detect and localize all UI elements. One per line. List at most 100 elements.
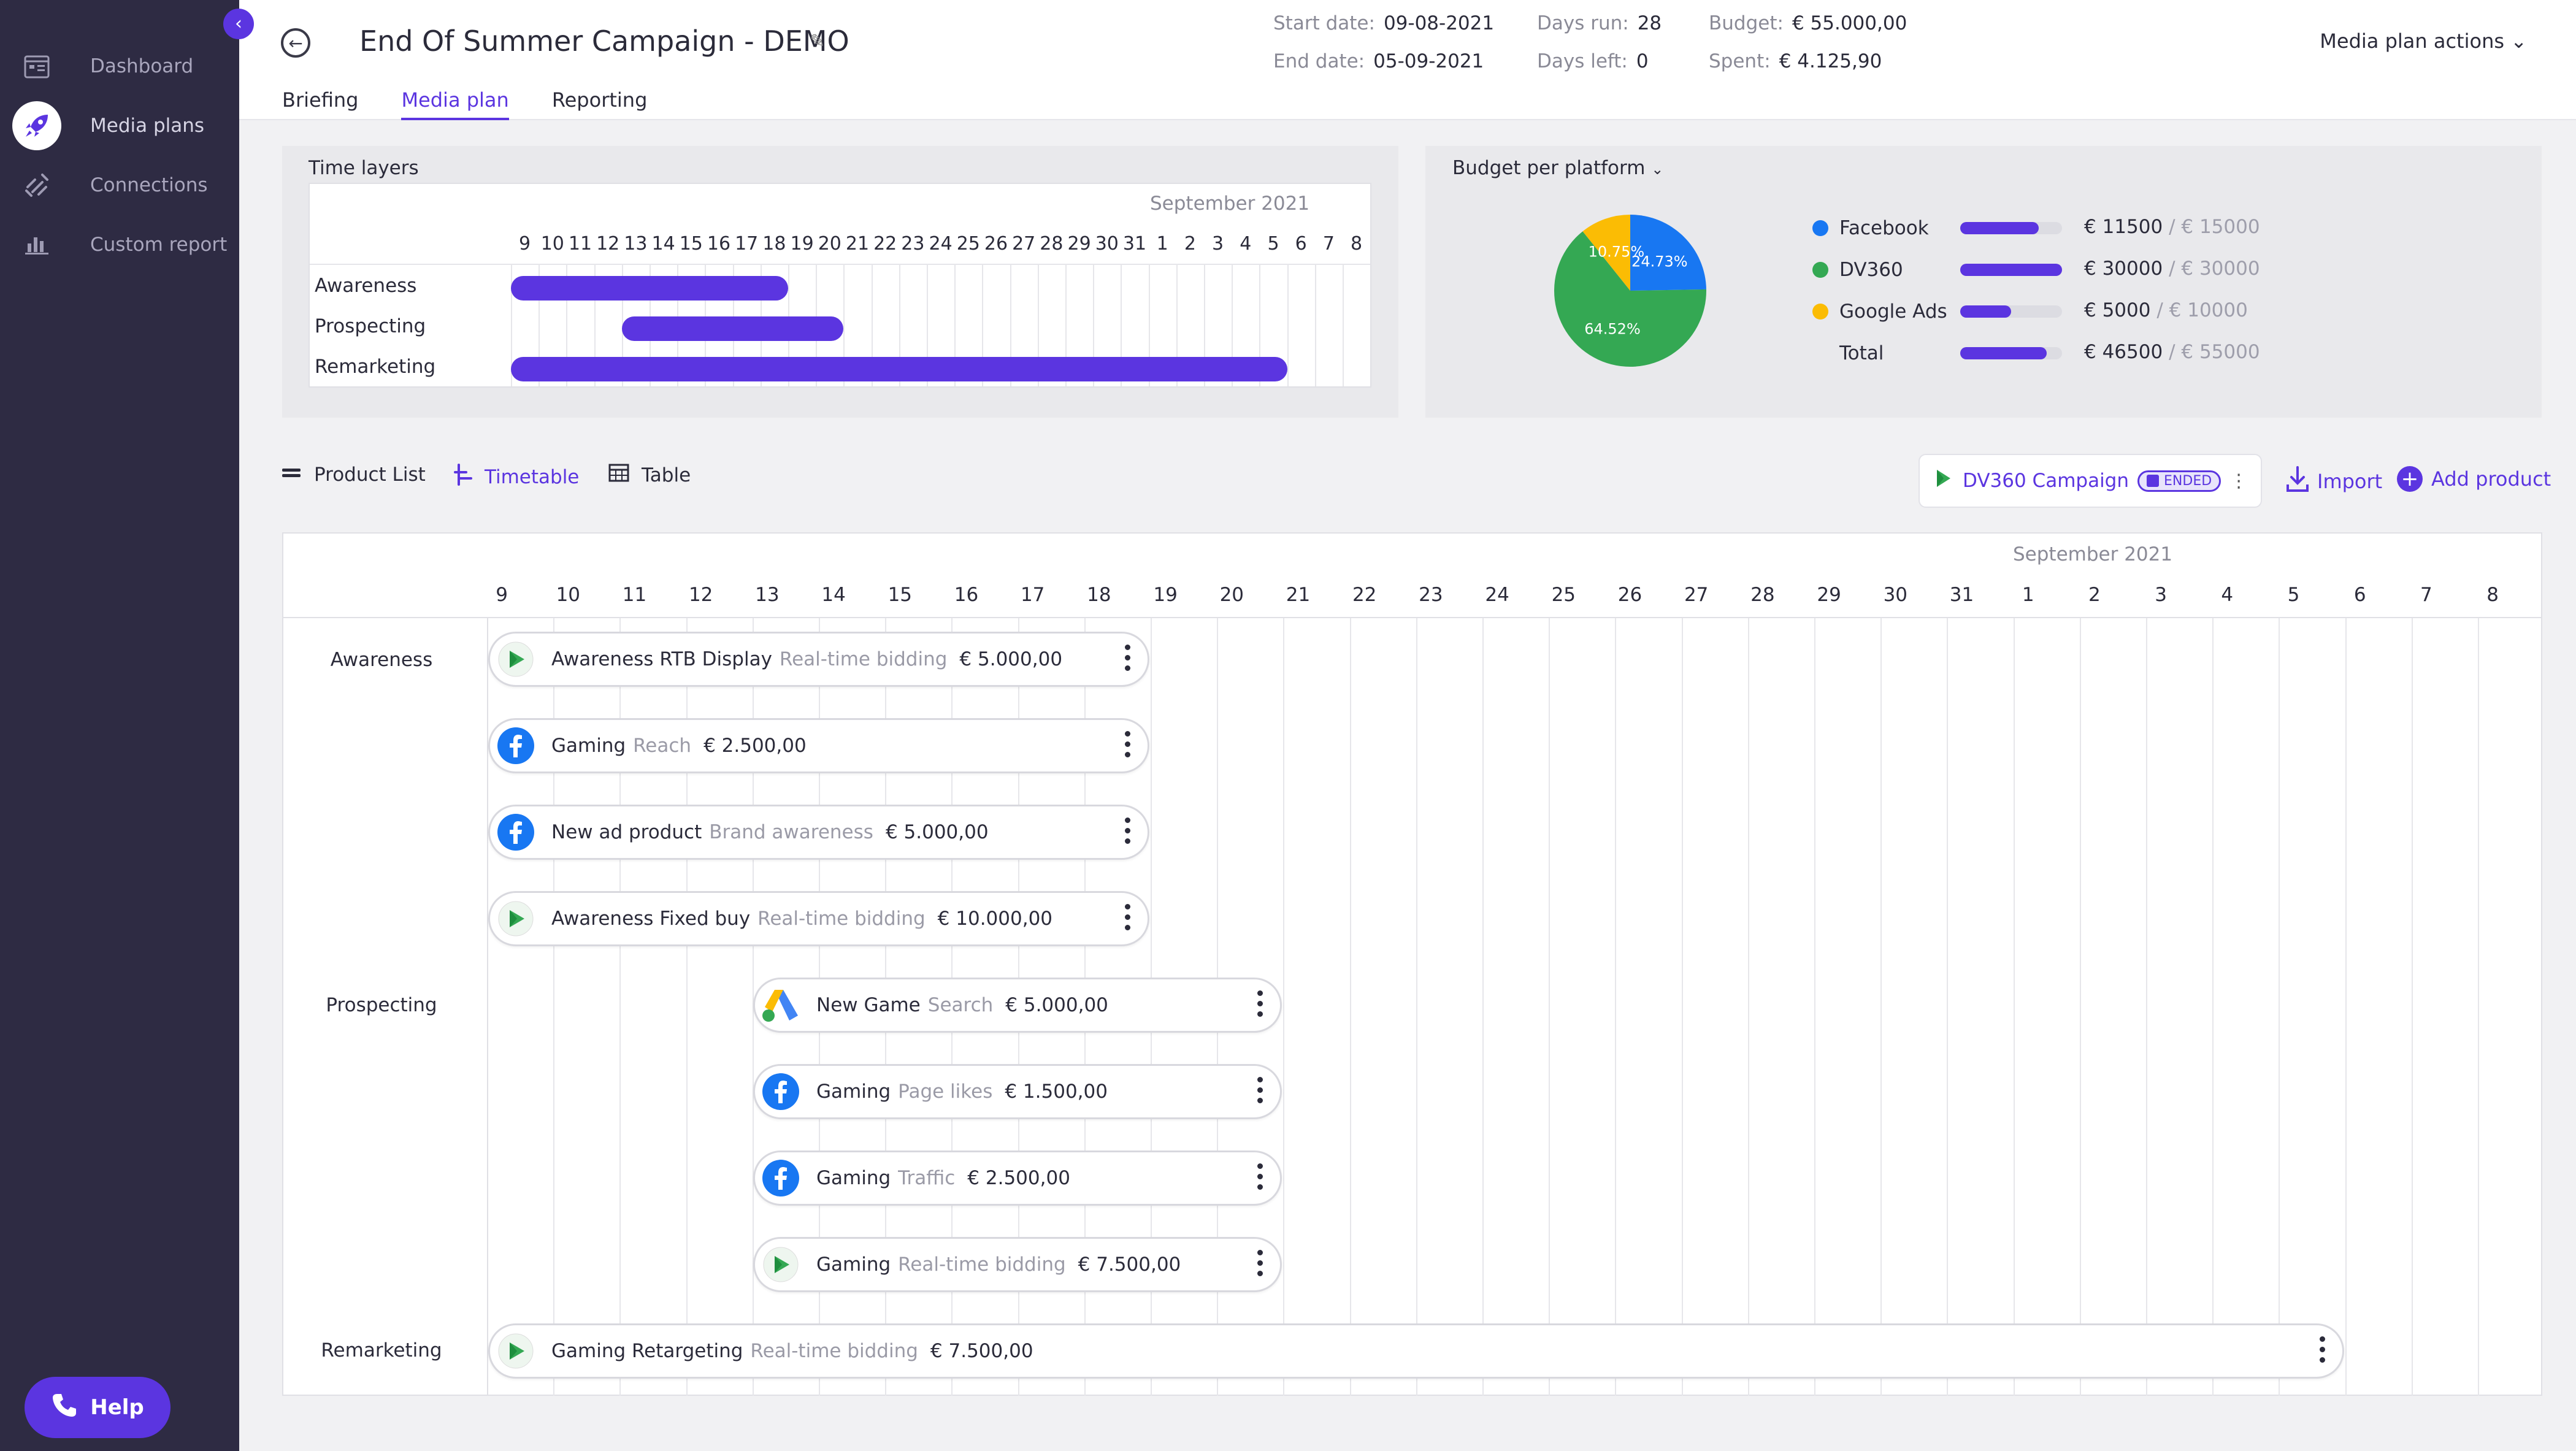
timetable-icon xyxy=(454,464,472,491)
sidebar-item-label: Connections xyxy=(90,174,208,196)
kebab-icon[interactable]: ⋮ xyxy=(2229,470,2248,492)
kebab-icon[interactable] xyxy=(1257,1250,1263,1276)
kebab-icon[interactable] xyxy=(2320,1336,2325,1363)
product-card[interactable]: Gaming Traffic € 2.500,00 xyxy=(753,1150,1282,1206)
sidebar-item-dashboard[interactable]: Dashboard xyxy=(0,42,239,91)
budget-dropdown[interactable]: Budget per platform ⌄ xyxy=(1452,157,1663,179)
gantt-day-label: 4 xyxy=(1240,233,1252,255)
gantt-bar[interactable] xyxy=(511,276,788,301)
sidebar-item-connections[interactable]: Connections xyxy=(0,161,239,210)
days-left-value: 0 xyxy=(1636,50,1649,72)
view-product-list[interactable]: Product List xyxy=(282,464,426,486)
gantt-day-label: 12 xyxy=(596,233,620,255)
add-product-button[interactable]: + Add product xyxy=(2397,466,2551,492)
time-layers-title: Time layers xyxy=(309,157,419,179)
budget: Budget: € 55.000,00 xyxy=(1709,12,1907,34)
import-button[interactable]: Import xyxy=(2287,466,2382,497)
legend-total: Total xyxy=(1812,341,1884,366)
budget-bar-facebook xyxy=(1960,222,2062,234)
campaign-selector[interactable]: DV360 Campaign ENDED ⋮ xyxy=(1919,454,2262,508)
sidebar-item-media-plans[interactable]: Media plans xyxy=(0,101,239,150)
legend-facebook: Facebook xyxy=(1812,216,1929,240)
timetable-day-label: 8 xyxy=(2486,584,2499,606)
dv360-icon xyxy=(496,640,535,679)
product-card[interactable]: Gaming Reach € 2.500,00 xyxy=(488,718,1149,773)
timetable-gridline xyxy=(1880,618,1882,1396)
tab-briefing[interactable]: Briefing xyxy=(282,88,359,112)
pie-slice-google-ads[interactable] xyxy=(1582,215,1630,291)
product-card[interactable]: Awareness Fixed buy Real-time bidding € … xyxy=(488,891,1149,946)
product-price: € 5.000,00 xyxy=(885,821,989,843)
pie-slice-dv360[interactable] xyxy=(1554,231,1706,367)
gantt-day-label: 9 xyxy=(519,233,531,255)
timetable-month-label: September 2021 xyxy=(2013,543,2173,565)
kebab-icon[interactable] xyxy=(1125,904,1130,930)
end-date-label: End date: xyxy=(1273,50,1365,72)
pie-slice-label: 64.52% xyxy=(1584,321,1641,338)
tabs: Briefing Media plan Reporting xyxy=(282,88,647,120)
gantt-bar[interactable] xyxy=(511,357,1287,381)
gantt-day-label: 18 xyxy=(762,233,786,255)
list-icon xyxy=(282,464,302,486)
gantt-gridline xyxy=(1065,264,1067,386)
kebab-icon[interactable] xyxy=(1125,645,1130,671)
gantt-day-label: 14 xyxy=(651,233,675,255)
facebook-icon xyxy=(496,813,535,852)
max-amount: / € 10000 xyxy=(2156,299,2248,321)
media-plan-actions-dropdown[interactable]: Media plan actions ⌄ xyxy=(2320,29,2527,53)
budget-bar-fill xyxy=(1960,264,2062,276)
chevron-left-icon: ‹ xyxy=(235,13,242,34)
gantt-gridline xyxy=(1314,264,1316,386)
legend-dot xyxy=(1812,262,1828,278)
pie-slice-facebook[interactable] xyxy=(1630,215,1706,291)
product-price: € 7.500,00 xyxy=(930,1340,1033,1362)
start-date-label: Start date: xyxy=(1273,12,1375,34)
tab-media-plan[interactable]: Media plan xyxy=(401,88,509,120)
sidebar-item-custom-report[interactable]: Custom report xyxy=(0,220,239,269)
collapse-sidebar-button[interactable]: ‹ xyxy=(223,9,254,39)
gantt-day-label: 23 xyxy=(901,233,925,255)
product-card[interactable]: Awareness RTB Display Real-time bidding … xyxy=(488,632,1149,687)
view-timetable[interactable]: Timetable xyxy=(454,464,579,491)
legend-name: Total xyxy=(1839,342,1884,364)
timetable-day-label: 24 xyxy=(1485,584,1509,606)
kebab-icon[interactable] xyxy=(1257,1163,1263,1190)
gantt-row-label-remarketing: Remarketing xyxy=(315,356,436,378)
timetable-gridline xyxy=(1747,618,1749,1396)
dv360-icon xyxy=(761,1245,800,1284)
budget-bar-total xyxy=(1960,347,2062,359)
gantt-day-label: 20 xyxy=(818,233,841,255)
gantt-bar[interactable] xyxy=(621,316,844,341)
add-product-label: Add product xyxy=(2431,467,2551,491)
help-button[interactable]: Help xyxy=(25,1377,171,1438)
kebab-icon[interactable] xyxy=(1257,990,1263,1017)
product-card[interactable]: Gaming Real-time bidding € 7.500,00 xyxy=(753,1237,1282,1292)
back-button[interactable]: ← xyxy=(281,28,310,58)
budget-value-google-ads: € 5000 / € 10000 xyxy=(2084,299,2248,321)
product-card[interactable]: Gaming Retargeting Real-time bidding € 7… xyxy=(488,1323,2344,1379)
kebab-icon[interactable] xyxy=(1125,731,1130,757)
product-list-label: Product List xyxy=(314,464,426,486)
kebab-icon[interactable] xyxy=(1257,1077,1263,1103)
product-price: € 10.000,00 xyxy=(937,908,1053,930)
product-card[interactable]: New ad product Brand awareness € 5.000,0… xyxy=(488,805,1149,860)
gantt-day-label: 17 xyxy=(735,233,759,255)
gantt-day-label: 5 xyxy=(1267,233,1279,255)
tab-reporting[interactable]: Reporting xyxy=(551,88,648,112)
time-layers-gantt: September 2021 Awareness Prospecting Rem… xyxy=(309,183,1371,388)
spent-amount: € 11500 xyxy=(2084,216,2163,238)
plus-icon: + xyxy=(2397,466,2423,492)
pencil-icon[interactable]: ✎ xyxy=(810,31,826,52)
timetable-day-label: 30 xyxy=(1883,584,1908,606)
kebab-icon[interactable] xyxy=(1125,817,1130,844)
pie-slice-label: 24.73% xyxy=(1631,253,1688,270)
timetable-day-label: 27 xyxy=(1684,584,1709,606)
gantt-day-label: 24 xyxy=(929,233,953,255)
timetable-day-label: 21 xyxy=(1286,584,1311,606)
timetable-day-label: 6 xyxy=(2353,584,2366,606)
view-table[interactable]: Table xyxy=(608,464,691,487)
timetable-day-label: 29 xyxy=(1817,584,1841,606)
product-card[interactable]: Gaming Page likes € 1.500,00 xyxy=(753,1064,1282,1119)
product-card[interactable]: New Game Search € 5.000,00 xyxy=(753,978,1282,1033)
budget-value-facebook: € 11500 / € 15000 xyxy=(2084,216,2260,238)
